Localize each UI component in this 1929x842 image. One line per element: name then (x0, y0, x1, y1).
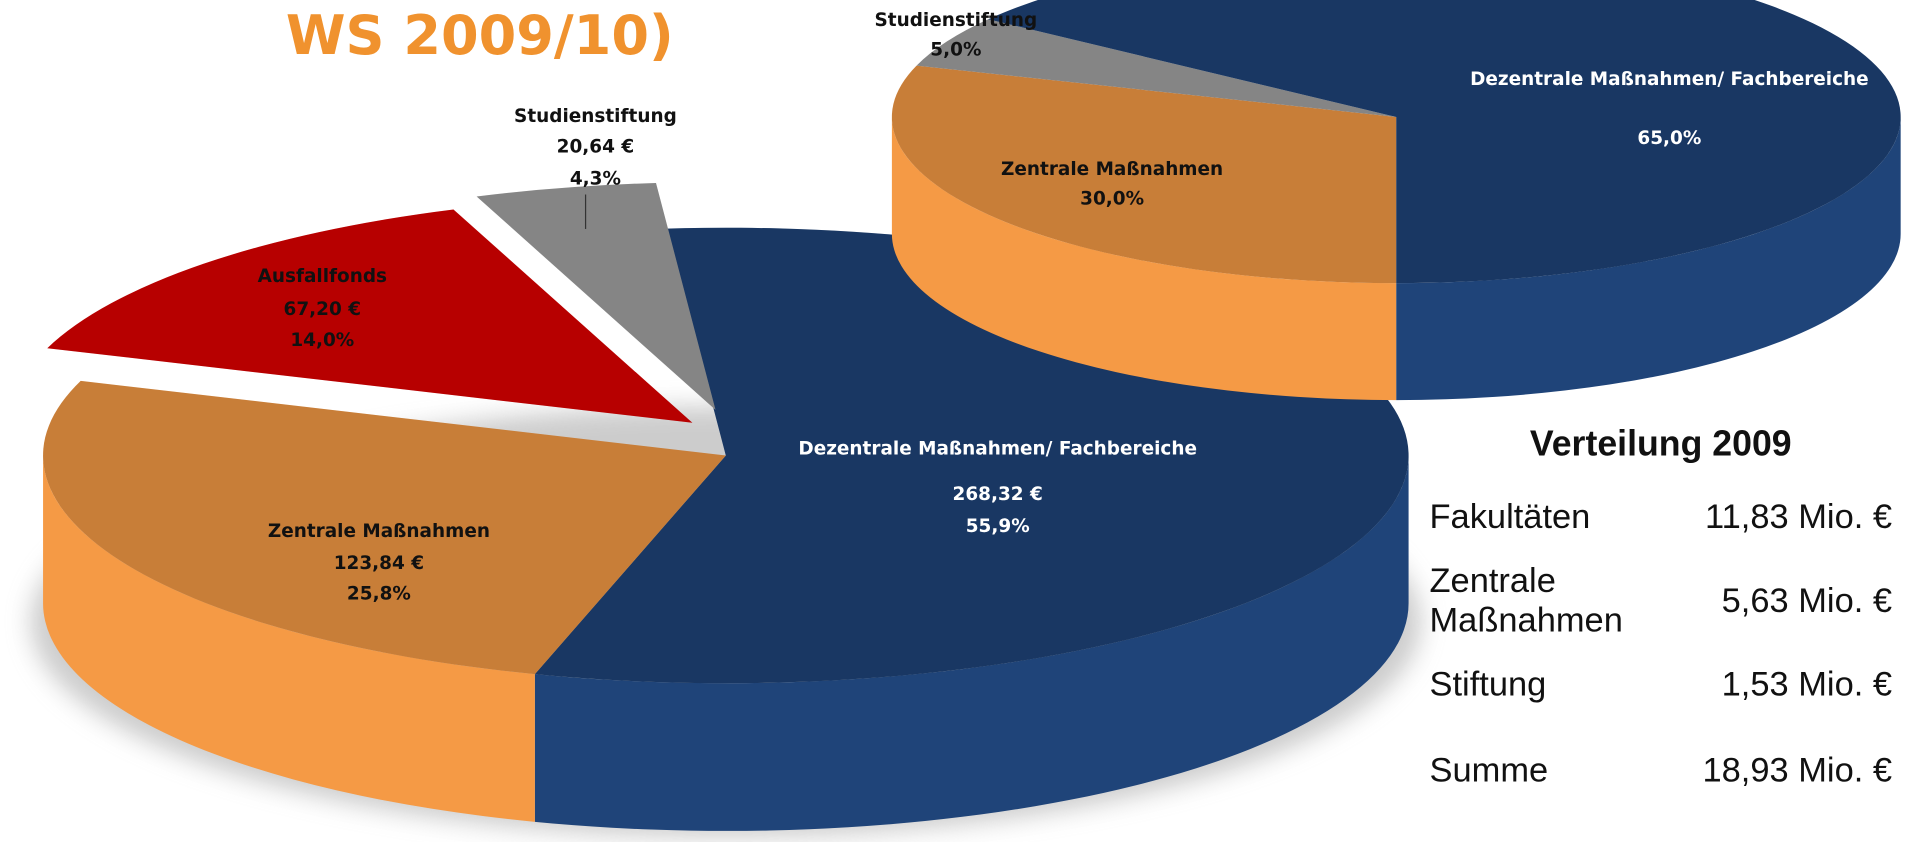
pie-tops (43, 182, 1409, 684)
table-cell: Zentrale Maßnahmen (1429, 561, 1623, 639)
data-label: 20,64 € (557, 137, 635, 158)
slice (916, 19, 1397, 117)
slice (47, 209, 693, 423)
table-cell: 5,63 Mio. € (1721, 581, 1893, 620)
table-cell: 1,53 Mio. € (1721, 664, 1893, 703)
data-label: 55,9% (966, 516, 1030, 537)
slice (988, 0, 1901, 284)
slice (891, 65, 1397, 284)
data-label: 30,0% (1080, 188, 1144, 209)
slice (43, 380, 726, 675)
table-cell: 18,93 Mio. € (1702, 750, 1893, 790)
slice-shade (47, 209, 693, 423)
table: Fakultäten 11,83 Mio. € Zentrale Maßnahmen… (1415, 487, 1895, 805)
data-label: 67,20 € (284, 299, 362, 320)
data-label: 268,32 € (953, 484, 1043, 505)
slice-side (43, 455, 535, 822)
table-cell: Summe (1429, 750, 1549, 790)
slice-side (534, 455, 1409, 831)
summary: Verteilung 2009 Fakultäten 11,83 Mio. € Ze… (1415, 425, 1907, 805)
table-cell: Stiftung (1429, 664, 1547, 703)
data-label: 65,0% (1637, 128, 1701, 149)
slice (476, 182, 716, 410)
pie-tops (891, 0, 1901, 284)
data-label: Studienstiftung (514, 106, 677, 127)
slice-shade (891, 65, 1397, 284)
slice-shade (988, 0, 1901, 284)
table-cell: Fakultäten (1429, 497, 1591, 536)
pie-sides (43, 455, 1409, 831)
data-label: Zentrale Maßnahmen (1001, 159, 1223, 180)
data-label: 14,0% (290, 330, 354, 351)
data-label: Zentrale Maßnahmen (268, 521, 490, 542)
data-label: 5,0% (930, 39, 981, 60)
slice-shade (476, 182, 716, 410)
slice-side (891, 116, 1397, 401)
slice-side (1396, 116, 1901, 401)
table-cell: 11,83 Mio. € (1705, 497, 1893, 536)
table-row: Stiftung 1,53 Mio. € (1415, 655, 1895, 719)
data-label: Dezentrale Maßnahmen/ Fachbereiche (798, 438, 1197, 459)
table-row: Fakultäten 11,83 Mio. € (1415, 487, 1895, 551)
table-row: Zentrale Maßnahmen 5,63 Mio. € (1415, 551, 1895, 654)
data-label: 123,84 € (334, 553, 424, 574)
data-label: 25,8% (347, 584, 411, 605)
data-label: 4,3% (570, 169, 621, 190)
data-label: Ausfallfonds (258, 266, 387, 287)
slice-shade (43, 380, 726, 675)
pie-sides (891, 116, 1901, 401)
data-label: Studienstiftung (875, 10, 1038, 31)
table-title: Verteilung 2009 (1529, 424, 1792, 465)
data-label: Dezentrale Maßnahmen/ Fachbereiche (1470, 69, 1869, 90)
table-row: Summe 18,93 Mio. € (1415, 719, 1895, 805)
slice-shade (916, 19, 1397, 117)
title: WS 2009/10) (286, 4, 674, 67)
